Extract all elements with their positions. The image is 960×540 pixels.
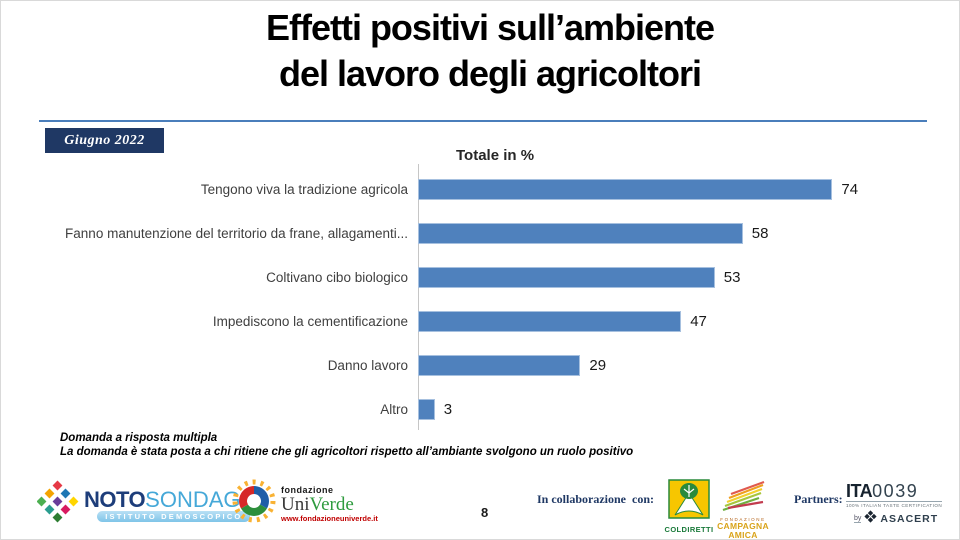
bar-value: 74 xyxy=(841,180,859,198)
campagna-amica-stripes-icon xyxy=(719,480,767,517)
univerde-url: www.fondazioneuniverde.it xyxy=(281,513,378,523)
ita-number: 0039 xyxy=(872,481,919,501)
chart-row: Tengono viva la tradizione agricola 74 xyxy=(61,167,921,211)
category-label: Fanno manutenzione del territorio da fra… xyxy=(65,225,408,241)
slide-title: Effetti positivi sull’ambiente del lavor… xyxy=(21,5,959,97)
noto-name: NOTO xyxy=(84,487,146,512)
chart-title: Totale in % xyxy=(456,147,535,164)
chart-row: Fanno manutenzione del territorio da fra… xyxy=(61,211,921,255)
noto-sondaggi-logo: NOTOSONDAGGI ISTITUTO DEMOSCOPICO xyxy=(36,480,264,531)
ita-name: ITA xyxy=(846,481,873,501)
coldiretti-logo: COLDIRETTI xyxy=(660,479,718,534)
bar-value: 47 xyxy=(690,312,707,330)
collaboration-label: In collaborazione con: xyxy=(537,492,654,506)
chart-row: Altro 3 xyxy=(61,387,921,431)
bar xyxy=(418,398,435,420)
chart-row: Coltivano cibo biologico 53 xyxy=(61,255,921,299)
asacert-name: ASACERT xyxy=(880,513,939,525)
univerde-name-verde: Verde xyxy=(309,493,354,515)
partners-label: Partners: xyxy=(794,492,843,506)
ita0039-asacert-logo: ITA0039 100% ITALIAN TASTE CERTIFICATION… xyxy=(846,481,943,528)
univerde-fondazione-label: fondazione xyxy=(281,484,334,495)
category-label: Danno lavoro xyxy=(327,357,408,373)
bar xyxy=(418,266,715,288)
slide-title-line2: del lavoro degli agricoltori xyxy=(278,53,702,94)
category-label: Impediscono la cementificazione xyxy=(212,313,408,329)
amica-name: AMICA xyxy=(728,529,758,540)
category-label: Tengono viva la tradizione agricola xyxy=(200,181,408,197)
bar-chart: Tengono viva la tradizione agricola 74 F… xyxy=(61,167,921,431)
noto-diamond-dots-icon xyxy=(36,480,79,531)
bar xyxy=(418,222,743,244)
title-divider-line xyxy=(39,120,927,122)
bar-value: 3 xyxy=(443,400,453,418)
bar-value: 29 xyxy=(589,356,607,374)
bar xyxy=(418,178,833,200)
campagna-fondazione-label: FONDAZIONE xyxy=(720,517,766,522)
univerde-sun-icon xyxy=(231,478,277,529)
chart-row: Danno lavoro 29 xyxy=(61,343,921,387)
campagna-name: CAMPAGNA xyxy=(717,521,769,531)
noto-subtitle: ISTITUTO DEMOSCOPICO xyxy=(97,511,251,522)
coldiretti-label: COLDIRETTI xyxy=(664,525,714,534)
univerde-name-uni: Uni xyxy=(281,493,310,515)
bar-value: 58 xyxy=(751,224,769,242)
chart-row: Impediscono la cementificazione 47 xyxy=(61,299,921,343)
fondazione-univerde-logo: fondazione UniVerde www.fondazioneuniver… xyxy=(231,478,378,529)
coldiretti-tree-icon xyxy=(668,479,710,524)
ita-tagline: 100% ITALIAN TASTE CERTIFICATION xyxy=(846,501,943,508)
category-label: Altro xyxy=(380,401,408,417)
category-label: Coltivano cibo biologico xyxy=(266,269,408,285)
asacert-diamond-icon xyxy=(864,510,877,528)
campagna-amica-logo: FONDAZIONE CAMPAGNA AMICA xyxy=(713,480,773,539)
bar-value: 53 xyxy=(723,268,741,286)
footnote-line2: La domanda è stata posta a chi ritiene c… xyxy=(60,445,634,458)
chart-y-axis-line xyxy=(418,164,419,430)
slide-title-line1: Effetti positivi sull’ambiente xyxy=(265,7,715,48)
page-number: 8 xyxy=(481,505,489,520)
ita-by-label: by xyxy=(854,515,862,523)
footnote-line1: Domanda a risposta multipla xyxy=(60,432,218,444)
bar xyxy=(418,354,581,376)
date-badge: Giugno 2022 xyxy=(45,128,164,153)
footnotes: Domanda a risposta multipla La domanda è… xyxy=(60,432,633,459)
bar xyxy=(418,310,682,332)
